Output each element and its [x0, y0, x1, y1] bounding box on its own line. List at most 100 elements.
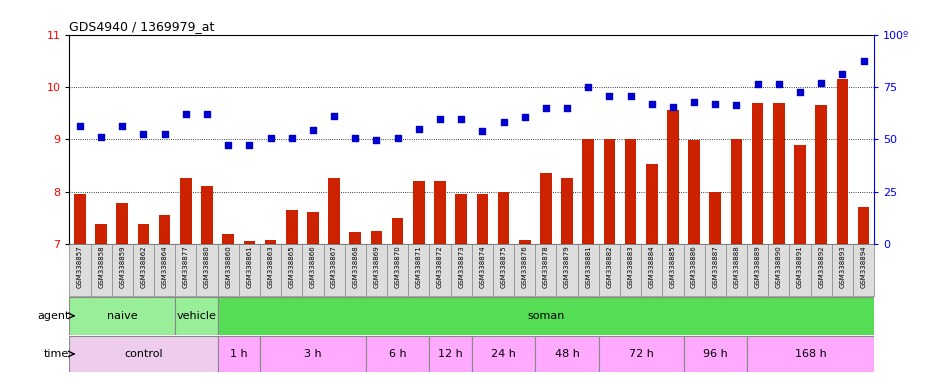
- Point: [814, 79, 829, 86]
- Bar: [455, 194, 467, 244]
- Text: GSM338869: GSM338869: [374, 245, 379, 288]
- FancyBboxPatch shape: [175, 244, 196, 296]
- FancyBboxPatch shape: [747, 336, 874, 372]
- Bar: [857, 207, 869, 244]
- Point: [136, 131, 151, 137]
- Bar: [688, 140, 700, 244]
- Text: GSM338859: GSM338859: [119, 245, 125, 288]
- FancyBboxPatch shape: [175, 297, 217, 334]
- Point: [93, 134, 108, 140]
- Bar: [307, 212, 319, 244]
- FancyBboxPatch shape: [810, 244, 832, 296]
- FancyBboxPatch shape: [217, 336, 260, 372]
- FancyBboxPatch shape: [196, 244, 217, 296]
- Point: [686, 98, 701, 104]
- Text: 12 h: 12 h: [438, 349, 462, 359]
- Text: GSM338877: GSM338877: [183, 245, 189, 288]
- Point: [157, 131, 172, 137]
- Text: GSM338885: GSM338885: [670, 245, 676, 288]
- Text: GSM338888: GSM338888: [734, 245, 739, 288]
- FancyBboxPatch shape: [429, 244, 450, 296]
- Point: [496, 119, 511, 126]
- FancyBboxPatch shape: [217, 244, 239, 296]
- FancyBboxPatch shape: [387, 244, 408, 296]
- Text: GSM338881: GSM338881: [586, 245, 591, 288]
- Bar: [498, 192, 510, 244]
- Text: 6 h: 6 h: [388, 349, 406, 359]
- Text: GSM338858: GSM338858: [98, 245, 105, 288]
- Text: GSM338889: GSM338889: [755, 245, 760, 288]
- Text: GSM338879: GSM338879: [564, 245, 570, 288]
- Bar: [540, 173, 551, 244]
- Bar: [350, 232, 361, 244]
- FancyBboxPatch shape: [239, 244, 260, 296]
- Text: GSM338857: GSM338857: [77, 245, 83, 288]
- Text: GSM338876: GSM338876: [522, 245, 527, 288]
- Bar: [646, 164, 658, 244]
- Bar: [604, 139, 615, 244]
- Text: GSM338894: GSM338894: [860, 245, 867, 288]
- Text: 3 h: 3 h: [304, 349, 322, 359]
- Text: GSM338864: GSM338864: [162, 245, 167, 288]
- Bar: [243, 241, 255, 244]
- FancyBboxPatch shape: [217, 297, 874, 334]
- Bar: [328, 179, 339, 244]
- Text: GSM338871: GSM338871: [416, 245, 422, 288]
- FancyBboxPatch shape: [260, 336, 366, 372]
- Bar: [519, 240, 531, 244]
- FancyBboxPatch shape: [598, 336, 684, 372]
- FancyBboxPatch shape: [366, 336, 429, 372]
- FancyBboxPatch shape: [853, 244, 874, 296]
- Point: [433, 116, 448, 122]
- FancyBboxPatch shape: [345, 244, 366, 296]
- Text: GSM338887: GSM338887: [712, 245, 719, 288]
- Text: GSM338865: GSM338865: [289, 245, 295, 288]
- Bar: [413, 181, 425, 244]
- FancyBboxPatch shape: [684, 244, 705, 296]
- Bar: [752, 103, 763, 244]
- Bar: [815, 105, 827, 244]
- FancyBboxPatch shape: [69, 244, 91, 296]
- FancyBboxPatch shape: [450, 244, 472, 296]
- Text: GSM338867: GSM338867: [331, 245, 337, 288]
- Point: [517, 114, 532, 120]
- FancyBboxPatch shape: [641, 244, 662, 296]
- Text: agent: agent: [37, 311, 69, 321]
- Text: GSM338862: GSM338862: [141, 245, 146, 288]
- FancyBboxPatch shape: [429, 336, 472, 372]
- Text: soman: soman: [527, 311, 564, 321]
- FancyBboxPatch shape: [514, 244, 536, 296]
- Text: naive: naive: [107, 311, 138, 321]
- Text: GSM338870: GSM338870: [395, 245, 401, 288]
- FancyBboxPatch shape: [154, 244, 175, 296]
- Point: [665, 104, 680, 110]
- Point: [581, 84, 596, 90]
- Point: [284, 135, 299, 141]
- FancyBboxPatch shape: [662, 244, 684, 296]
- Text: 72 h: 72 h: [629, 349, 654, 359]
- Point: [771, 81, 786, 87]
- Text: GSM338860: GSM338860: [225, 245, 231, 288]
- Bar: [731, 139, 742, 244]
- FancyBboxPatch shape: [281, 244, 302, 296]
- Bar: [795, 146, 806, 244]
- Text: GSM338883: GSM338883: [627, 245, 634, 288]
- Point: [602, 93, 617, 99]
- Text: GSM338884: GSM338884: [648, 245, 655, 288]
- FancyBboxPatch shape: [598, 244, 620, 296]
- Text: GSM338890: GSM338890: [776, 245, 782, 288]
- Point: [305, 127, 320, 133]
- Point: [348, 135, 363, 141]
- FancyBboxPatch shape: [69, 297, 175, 334]
- FancyBboxPatch shape: [557, 244, 577, 296]
- Text: 168 h: 168 h: [795, 349, 826, 359]
- Point: [645, 101, 660, 107]
- Bar: [371, 231, 382, 244]
- Text: time: time: [44, 349, 69, 359]
- FancyBboxPatch shape: [302, 244, 324, 296]
- Point: [115, 123, 130, 129]
- Text: GSM338863: GSM338863: [267, 245, 274, 288]
- Text: GDS4940 / 1369979_at: GDS4940 / 1369979_at: [69, 20, 215, 33]
- FancyBboxPatch shape: [536, 244, 557, 296]
- FancyBboxPatch shape: [493, 244, 514, 296]
